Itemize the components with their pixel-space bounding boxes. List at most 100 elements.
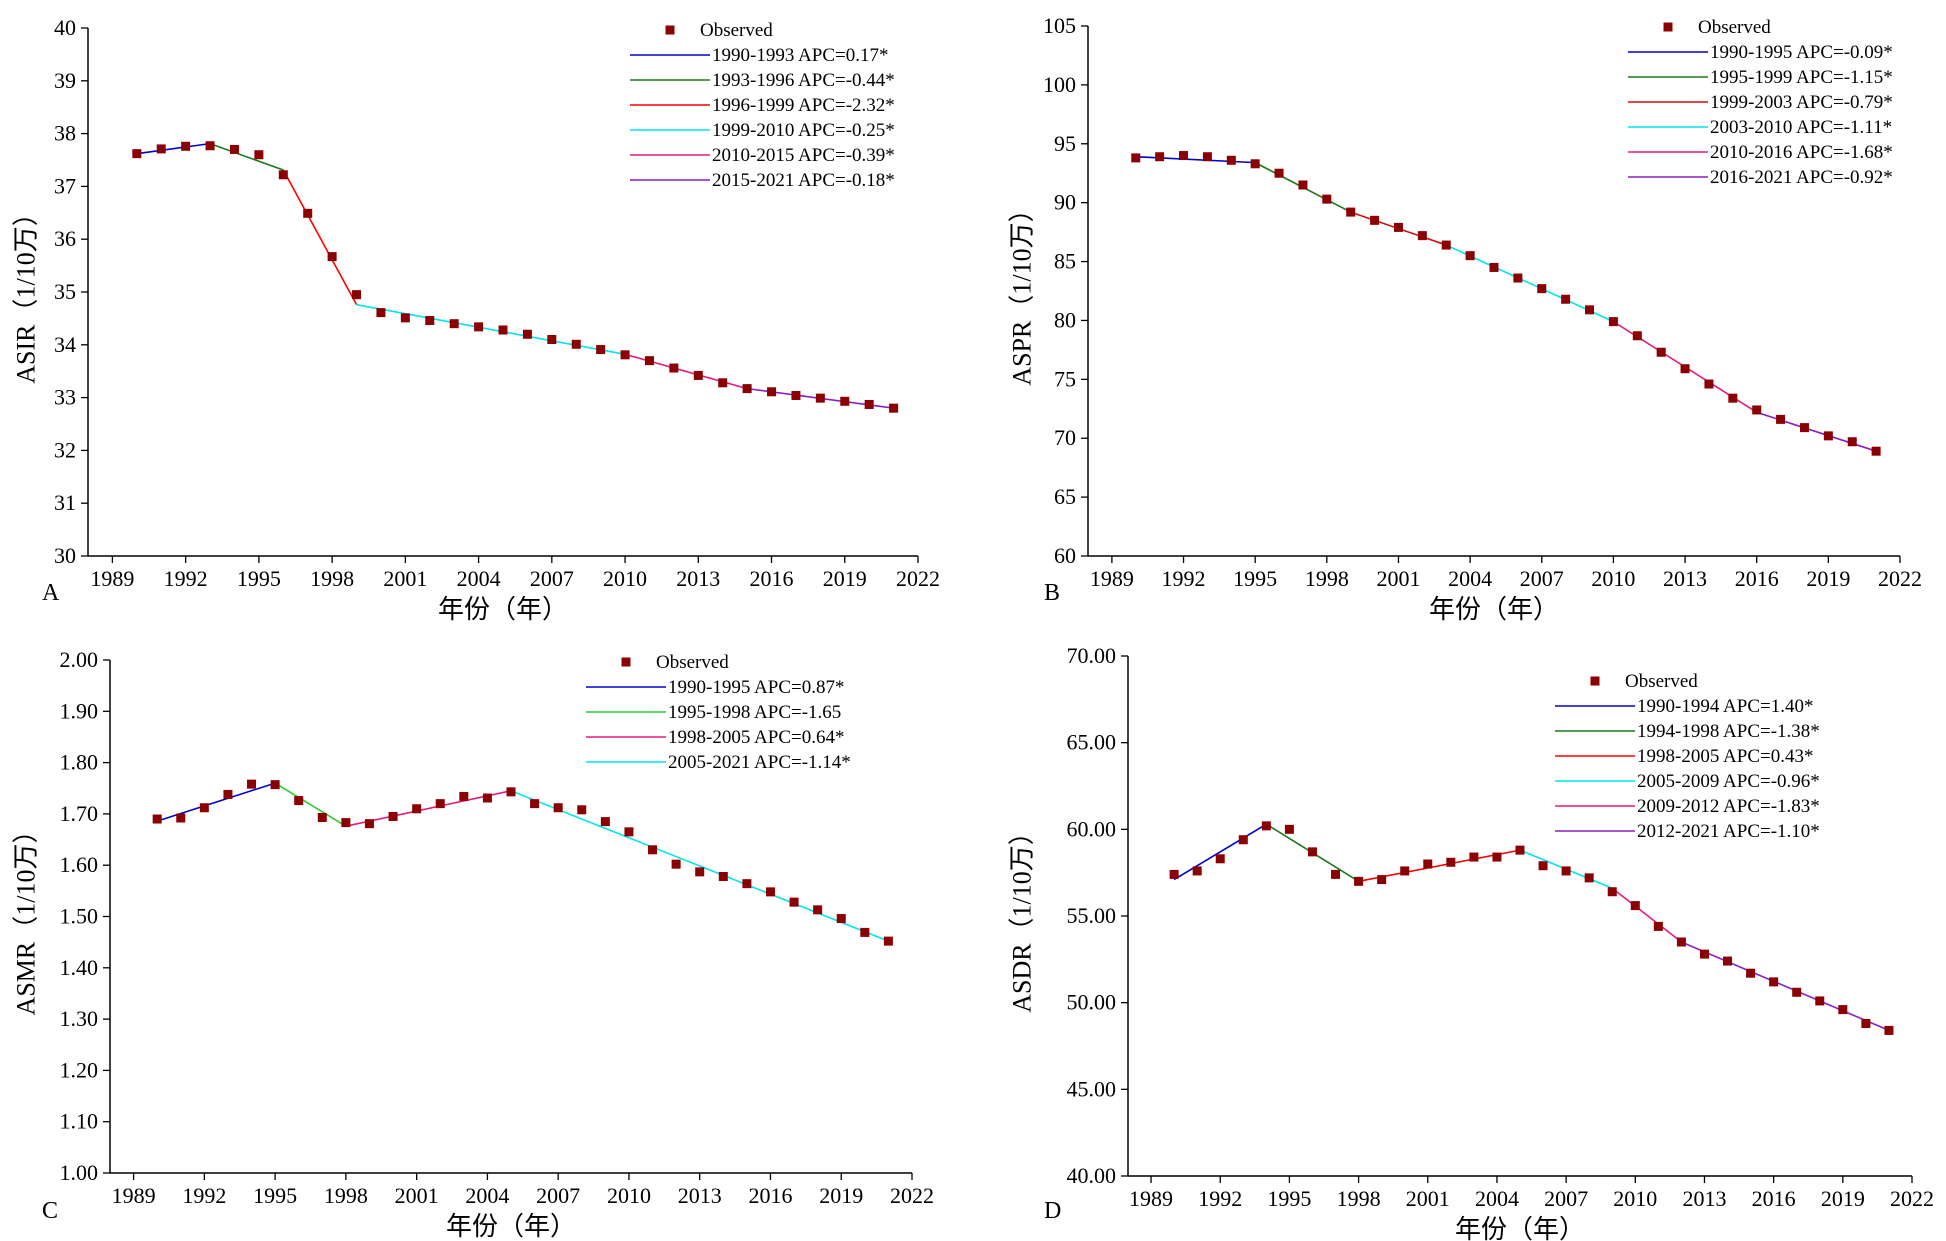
- y-tick-label: 30: [54, 543, 76, 568]
- segment-line-1: [1135, 155, 1256, 164]
- observed-point: [400, 313, 410, 323]
- y-tick-label: 65.00: [1067, 730, 1117, 755]
- y-tick-label: 35: [54, 279, 76, 304]
- y-tick-label: 40.00: [1067, 1163, 1117, 1188]
- y-tick-label: 34: [54, 332, 76, 357]
- x-tick-label: 1992: [1198, 1186, 1242, 1211]
- observed-point: [1823, 431, 1833, 441]
- legend-entry-label: 1990-1994 APC=1.40*: [1637, 696, 1813, 717]
- observed-point: [459, 791, 469, 801]
- x-tick-label: 2013: [1682, 1186, 1726, 1211]
- x-tick-label: 2019: [1821, 1186, 1865, 1211]
- observed-point: [693, 370, 703, 380]
- observed-point: [1515, 845, 1525, 855]
- observed-point: [1169, 869, 1179, 879]
- segment-line-1: [136, 142, 211, 155]
- x-tick-label: 1992: [182, 1183, 226, 1208]
- observed-point: [1417, 231, 1427, 241]
- x-tick-label: 2001: [395, 1183, 439, 1208]
- observed-point: [1537, 284, 1547, 294]
- observed-point: [883, 936, 893, 946]
- segment-line-4: [510, 790, 889, 942]
- observed-point: [671, 859, 681, 869]
- observed-point: [1607, 887, 1617, 897]
- observed-point: [327, 252, 337, 262]
- observed-point: [1871, 446, 1881, 456]
- segment-line-6: [1681, 941, 1890, 1032]
- observed-point: [791, 390, 801, 400]
- observed-point: [317, 812, 327, 822]
- y-tick-label: 75: [1054, 366, 1076, 391]
- legend: Observed 1990-1995 APC=-0.09* 1995-1999 AP…: [1628, 17, 1893, 188]
- observed-point: [860, 927, 870, 937]
- y-tick-label: 1.40: [60, 955, 99, 980]
- observed-point: [132, 149, 142, 159]
- observed-point: [1847, 437, 1857, 447]
- observed-point: [596, 345, 606, 355]
- observed-point: [1226, 155, 1236, 165]
- y-tick-label: 60: [1054, 543, 1076, 568]
- observed-point: [767, 387, 777, 397]
- observed-point: [1680, 364, 1690, 374]
- observed-point: [1704, 379, 1714, 389]
- y-axis-title: ASPR（1/10万）: [1008, 196, 1037, 385]
- x-tick-label: 1995: [1233, 566, 1277, 591]
- observed-point: [1284, 824, 1294, 834]
- observed-point: [1346, 207, 1356, 217]
- x-tick-label: 2007: [1544, 1186, 1588, 1211]
- y-tick-label: 70.00: [1067, 643, 1117, 668]
- x-tick-label: 2016: [1752, 1186, 1796, 1211]
- legend-entry-label: 2005-2009 APC=-0.96*: [1637, 771, 1820, 792]
- legend-entry-label: 2015-2021 APC=-0.18*: [712, 170, 895, 191]
- observed-point: [388, 811, 398, 821]
- observed-point: [364, 819, 374, 829]
- x-tick-label: 2001: [1406, 1186, 1450, 1211]
- legend-observed-label: Observed: [1698, 17, 1771, 38]
- y-tick-label: 1.90: [60, 698, 99, 723]
- observed-point: [278, 170, 288, 180]
- observed-point: [742, 384, 752, 394]
- segment-line-1: [156, 782, 276, 822]
- x-axis-title: 年份（年）: [1455, 1215, 1585, 1241]
- observed-point: [1799, 423, 1809, 433]
- observed-point: [1274, 168, 1284, 178]
- observed-point: [1192, 866, 1202, 876]
- legend: Observed 1990-1994 APC=1.40* 1994-1998 APC…: [1555, 671, 1820, 842]
- x-tick-label: 1992: [1162, 566, 1206, 591]
- y-tick-label: 38: [54, 121, 76, 146]
- observed-point: [1584, 873, 1594, 883]
- y-axis-title: ASDR（1/10万）: [1008, 819, 1037, 1013]
- observed-point: [765, 887, 775, 897]
- legend-entry-label: 2016-2021 APC=-0.92*: [1710, 167, 1893, 188]
- observed-point: [474, 322, 484, 332]
- x-tick-label: 1995: [1267, 1186, 1311, 1211]
- observed-point: [742, 879, 752, 889]
- observed-point: [1446, 857, 1456, 867]
- panel-b: 60 65 70 75 80 85 90 95 100 105 1989 1992 1995 1998 20…: [1008, 13, 1923, 624]
- legend-entry-label: 1995-1998 APC=-1.65: [668, 702, 841, 723]
- x-tick-label: 2013: [678, 1183, 722, 1208]
- y-tick-label: 36: [54, 226, 76, 251]
- observed-point: [547, 335, 557, 345]
- y-tick-label: 40: [54, 15, 76, 40]
- x-tick-label: 1989: [1090, 566, 1134, 591]
- panel-letter: A: [42, 580, 60, 606]
- observed-point: [1215, 854, 1225, 864]
- observed-point: [813, 905, 823, 915]
- observed-point: [1861, 1018, 1871, 1028]
- legend-observed-marker: [621, 657, 631, 667]
- observed-point: [435, 799, 445, 809]
- x-tick-label: 2001: [1376, 566, 1420, 591]
- x-tick-label: 2004: [1475, 1186, 1519, 1211]
- observed-point: [498, 325, 508, 335]
- observed-point: [1400, 866, 1410, 876]
- x-tick-label: 2019: [1806, 566, 1850, 591]
- observed-point: [229, 144, 239, 154]
- legend-entry-label: 1990-1995 APC=0.87*: [668, 677, 844, 698]
- observed-point: [1653, 921, 1663, 931]
- observed-point: [270, 780, 280, 790]
- observed-point: [156, 144, 166, 154]
- x-tick-label: 2010: [1591, 566, 1635, 591]
- y-tick-label: 105: [1043, 13, 1076, 38]
